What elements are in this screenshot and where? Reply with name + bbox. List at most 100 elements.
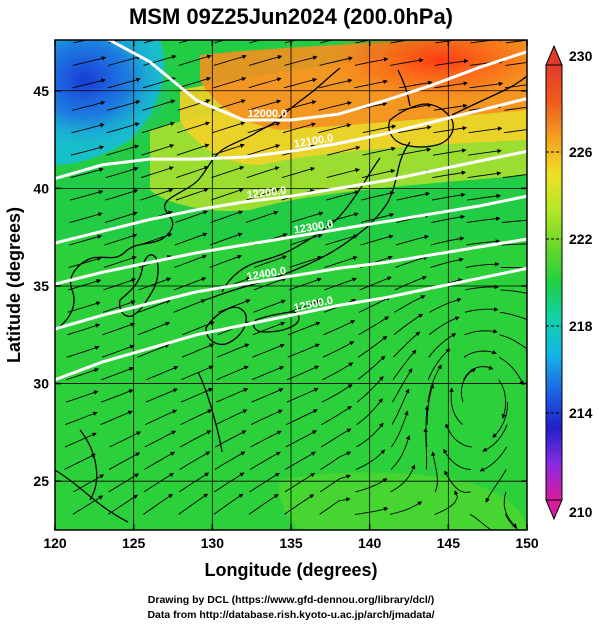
streamline [173,277,207,291]
coastline-south-china [55,469,129,523]
streamline [69,212,103,223]
contour-line [55,237,527,331]
streamline [428,333,457,358]
streamline [72,56,107,66]
temperature-warm-core [320,40,527,105]
x-tick-label: 135 [279,535,303,551]
streamline [105,166,139,179]
colorbar-min-triangle [545,499,563,521]
streamline [429,297,462,313]
coastline-sakhalin [397,69,411,107]
streamline [318,123,352,134]
streamline [355,478,388,493]
streamline [356,398,383,425]
streamline [355,449,386,470]
streamline [104,211,138,223]
streamline [108,55,142,66]
streamline [209,232,243,246]
streamline [145,409,178,426]
streamline [394,275,427,291]
streamline [144,430,177,448]
streamline [174,254,207,268]
colorbar-tick-label: 230 [569,48,593,64]
streamline [393,331,421,358]
streamline [324,277,357,291]
streamline [325,212,359,223]
streamline [360,212,395,223]
x-tick-label: 140 [358,535,382,551]
streamline [357,355,386,381]
streamline [503,491,518,528]
streamline [252,343,285,358]
streamline [431,214,466,223]
streamline [433,103,468,111]
streamline [443,448,472,470]
coastline-kurils [451,75,527,116]
y-axis-label: Latitude (degrees) [4,207,24,363]
streamline [140,166,174,179]
streamline [101,344,135,358]
streamline [288,321,321,336]
streamline [460,368,477,403]
streamline [212,121,246,134]
streamline [355,40,373,44]
streamline [470,40,505,44]
streamline [503,129,527,134]
streamline [427,364,442,403]
streamline [253,299,286,313]
streamline [504,514,519,530]
colorbar-body [545,64,563,501]
coastline-korea [118,254,159,317]
streamline [501,243,527,246]
streamline [289,233,323,246]
streamline [392,368,413,403]
streamline [391,410,409,448]
coastline-asia [55,67,341,331]
streamline [360,234,394,246]
streamline [72,78,106,89]
streamline [213,76,247,89]
streamline [356,376,384,403]
streamline [73,40,89,44]
streamline [180,409,213,426]
streamline [321,406,352,425]
streamline [434,59,469,66]
contour-line [55,97,527,181]
streamline [248,494,279,515]
streamline [143,493,174,515]
streamline [64,453,96,470]
streamline [176,165,210,179]
colorbar-tick-label: 210 [569,504,593,520]
streamline [502,174,527,179]
streamline [248,77,282,89]
streamline [392,349,417,380]
streamline [214,472,245,493]
streamline [322,362,354,381]
streamline [107,99,141,111]
height-contours: 12000.012100.012200.012300.012400.012500… [55,40,527,382]
streamline [252,321,286,336]
streamline [214,451,246,470]
streamline [281,166,316,179]
streamline [284,40,298,44]
streamline [286,387,319,403]
streamline [463,350,497,358]
coastline [55,67,527,523]
streamline [501,219,527,223]
streamline [432,148,467,156]
temperature-field-south-patch [278,472,527,530]
streamline [216,388,249,403]
x-tick-label: 125 [122,535,146,551]
streamline [469,514,492,530]
streamline [463,365,494,380]
streamline [319,78,353,89]
streamline [71,100,106,111]
streamline [141,121,175,134]
streamline [288,299,322,313]
streamline [465,284,500,291]
streamline [72,495,104,515]
streamline [354,79,388,89]
streamline [500,311,527,321]
streamline [70,167,104,179]
streamline [145,388,178,403]
